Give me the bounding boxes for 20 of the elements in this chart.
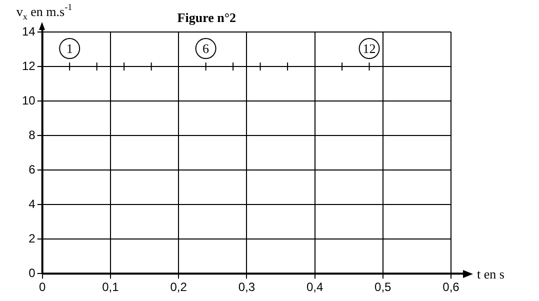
x-tick-label: 0,6 (442, 280, 460, 294)
chart-title: Figure n°2 (177, 10, 236, 25)
y-tick-label: 10 (22, 93, 36, 108)
x-tick-label: 0,4 (306, 280, 324, 294)
x-tick-label: 0,3 (238, 280, 256, 294)
y-tick-label: 12 (22, 58, 36, 73)
annotation: 1 (66, 40, 73, 56)
x-tick-label: 0,5 (374, 280, 392, 294)
x-tick-label: 0,1 (102, 280, 120, 294)
y-tick-label: 14 (22, 24, 36, 38)
annotation: 12 (362, 40, 376, 56)
annotation: 6 (202, 40, 210, 56)
y-tick-label: 0 (28, 266, 36, 280)
y-tick-label: 2 (28, 231, 36, 246)
y-tick-label: 4 (28, 196, 36, 211)
x-axis-title: t en s (477, 266, 504, 282)
y-tick-label: 6 (28, 162, 36, 176)
x-tick-label: 0,2 (170, 280, 188, 294)
x-tick-label: 0 (39, 280, 46, 294)
y-tick-label: 8 (28, 128, 36, 142)
